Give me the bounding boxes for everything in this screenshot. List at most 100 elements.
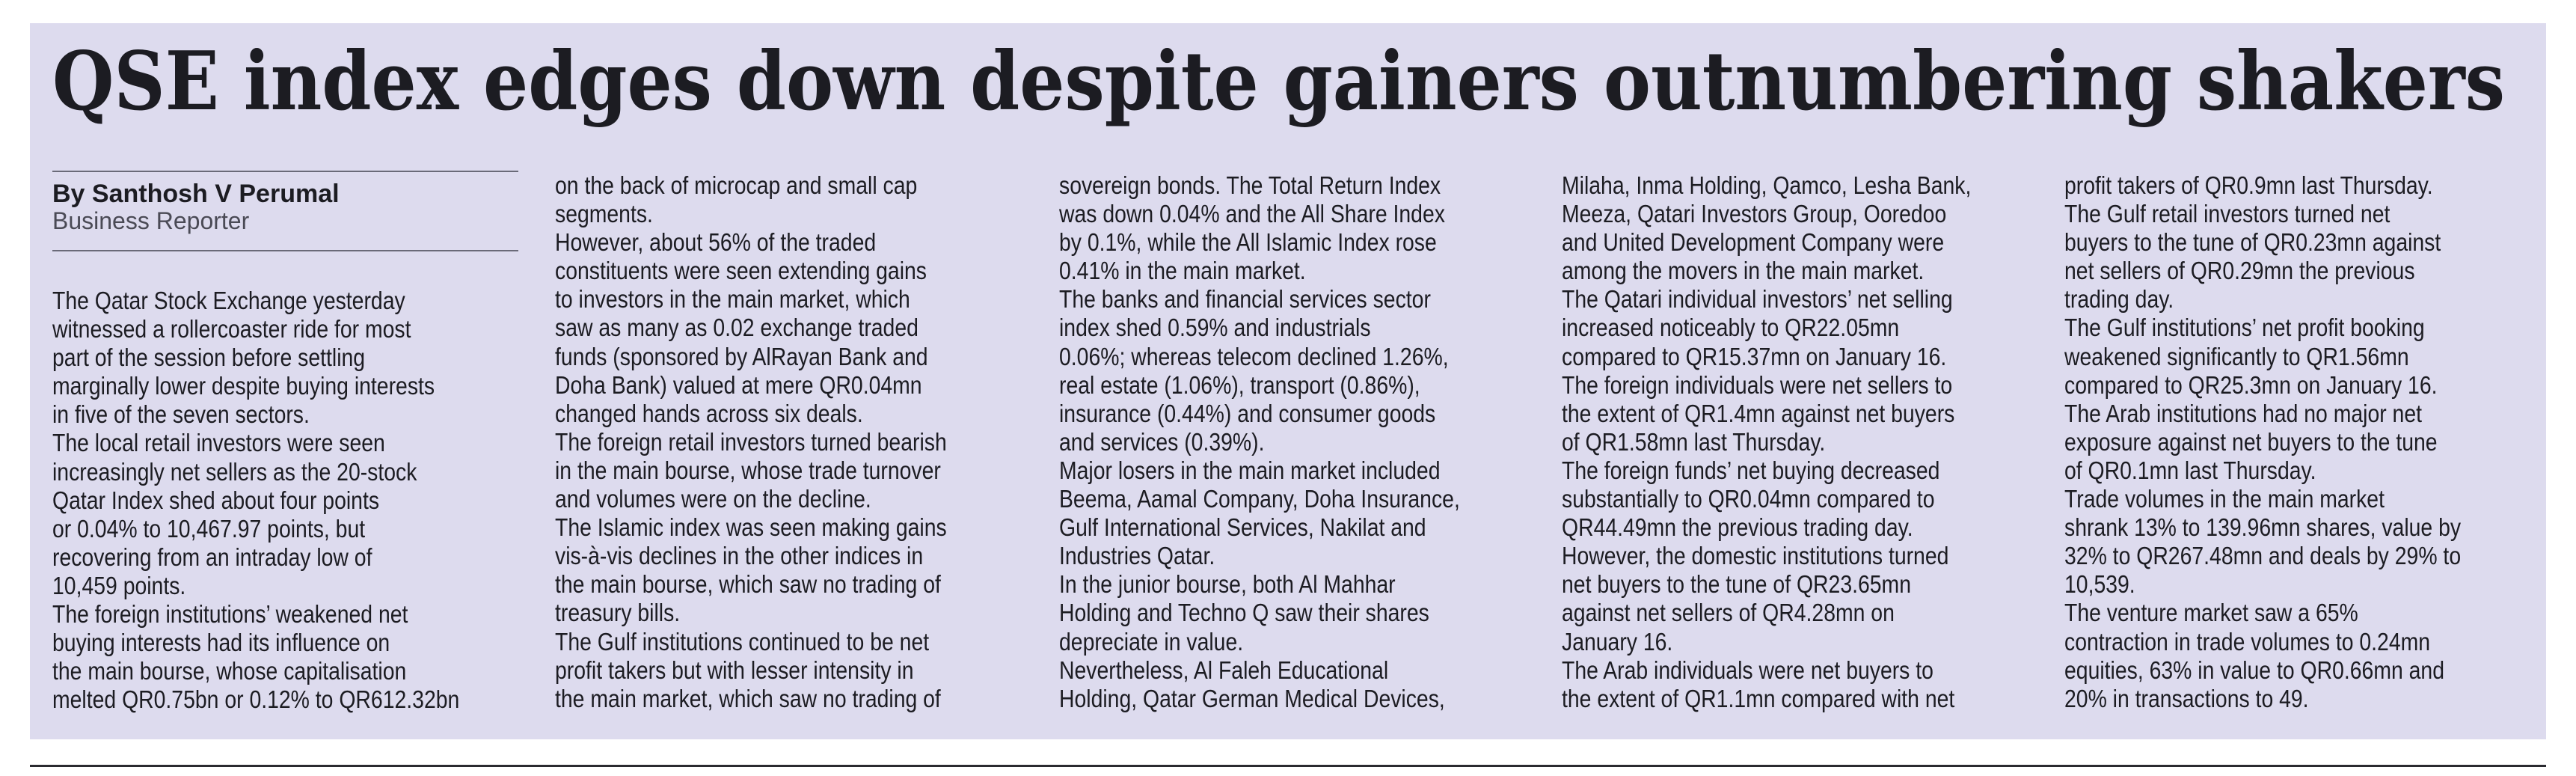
- body-line: funds (sponsored by AlRayan Bank and: [555, 342, 928, 370]
- byline: By Santhosh V Perumal: [52, 180, 340, 208]
- body-line: equities, 63% in value to QR0.66mn and: [2064, 656, 2445, 684]
- body-line: 10,539.: [2064, 570, 2135, 599]
- body-line: profit takers but with lesser intensity …: [555, 656, 914, 684]
- author-role: Business Reporter: [52, 207, 250, 234]
- body-line: profit takers of QR0.9mn last Thursday.: [2064, 171, 2433, 199]
- body-line: 0.06%; whereas telecom declined 1.26%,: [1059, 342, 1449, 370]
- body-line: and United Development Company were: [1562, 228, 1945, 257]
- body-line: the main bourse, which saw no trading of: [555, 570, 941, 599]
- byline-rule: [52, 171, 518, 172]
- body-line: real estate (1.06%), transport (0.86%),: [1059, 370, 1420, 399]
- text-column: sovereign bonds. The Total Return Index w…: [1059, 171, 1535, 713]
- body-line: compared to QR25.3mn on January 16.: [2064, 370, 2438, 399]
- body-line: of QR0.1mn last Thursday.: [2064, 456, 2316, 484]
- body-line: saw as many as 0.02 exchange traded: [555, 314, 919, 342]
- body-line: and volumes were on the decline.: [555, 485, 871, 513]
- body-line: exposure against net buyers to the tune: [2064, 427, 2438, 456]
- body-line: sovereign bonds. The Total Return Index: [1059, 171, 1441, 199]
- body-line: However, about 56% of the traded: [555, 228, 877, 257]
- bottom-rule: [30, 765, 2546, 767]
- body-line: Trade volumes in the main market: [2064, 485, 2385, 513]
- text-column: profit takers of QR0.9mn last Thursday. T…: [2064, 171, 2540, 713]
- body-line: substantially to QR0.04mn compared to: [1562, 485, 1935, 513]
- body-line: Major losers in the main market included: [1059, 456, 1441, 484]
- body-line: The Arab individuals were net buyers to: [1562, 656, 1933, 684]
- body-line: However, the domestic institutions turne…: [1562, 542, 1949, 570]
- body-line: Industries Qatar.: [1059, 542, 1215, 570]
- body-line: buyers to the tune of QR0.23mn against: [2064, 228, 2441, 257]
- body-line: depreciate in value.: [1059, 627, 1244, 656]
- headline: QSE index edges down despite gainers out…: [52, 34, 2505, 129]
- body-line: The Islamic index was seen making gains: [555, 513, 947, 542]
- body-line: The local retail investors were seen: [52, 429, 385, 457]
- body-line: net sellers of QR0.29mn the previous: [2064, 257, 2415, 285]
- body-line: recovering from an intraday low of: [52, 543, 372, 571]
- body-line: marginally lower despite buying interest…: [52, 372, 435, 400]
- body-line: The Arab institutions had no major net: [2064, 399, 2423, 427]
- body-line: on the back of microcap and small cap: [555, 171, 918, 199]
- body-line: by 0.1%, while the All Islamic Index ros…: [1059, 228, 1437, 257]
- body-line: 10,459 points.: [52, 571, 186, 599]
- body-line: the extent of QR1.4mn against net buyers: [1562, 399, 1955, 427]
- body-line: the main market, which saw no trading of: [555, 684, 941, 712]
- body-line: shrank 13% to 139.96mn shares, value by: [2064, 513, 2462, 542]
- body-line: changed hands across six deals.: [555, 399, 863, 427]
- body-line: The banks and financial services sector: [1059, 285, 1431, 314]
- body-line: In the junior bourse, both Al Mahhar: [1059, 570, 1396, 599]
- body-line: The Qatari individual investors’ net sel…: [1562, 285, 1953, 314]
- body-line: the main bourse, whose capitalisation: [52, 657, 407, 685]
- body-line: vis-à-vis declines in the other indices …: [555, 542, 924, 570]
- body-line: 32% to QR267.48mn and deals by 29% to: [2064, 542, 2462, 570]
- article-background: [30, 23, 2546, 739]
- body-line: increased noticeably to QR22.05mn: [1562, 314, 1900, 342]
- body-line: Milaha, Inma Holding, Qamco, Lesha Bank,: [1562, 171, 1972, 199]
- body-line: Holding and Techno Q saw their shares: [1059, 599, 1429, 627]
- body-line: January 16.: [1562, 627, 1673, 656]
- body-line: Beema, Aamal Company, Doha Insurance,: [1059, 485, 1460, 513]
- body-line: in the main bourse, whose trade turnover: [555, 456, 941, 484]
- body-line: melted QR0.75bn or 0.12% to QR612.32bn: [52, 685, 460, 714]
- body-line: weakened significantly to QR1.56mn: [2064, 342, 2409, 370]
- body-line: or 0.04% to 10,467.97 points, but: [52, 514, 366, 543]
- body-line: contraction in trade volumes to 0.24mn: [2064, 627, 2431, 656]
- body-line: compared to QR15.37mn on January 16.: [1562, 342, 1947, 370]
- body-line: The Gulf institutions continued to be ne…: [555, 627, 930, 656]
- body-line: Gulf International Services, Nakilat and: [1059, 513, 1426, 542]
- body-line: The venture market saw a 65%: [2064, 599, 2358, 627]
- body-line: Nevertheless, Al Faleh Educational: [1059, 656, 1389, 684]
- body-line: The foreign funds’ net buying decreased: [1562, 456, 1940, 484]
- body-line: insurance (0.44%) and consumer goods: [1059, 399, 1436, 427]
- text-column: The Qatar Stock Exchange yesterday witnes…: [52, 287, 528, 714]
- body-line: Meeza, Qatari Investors Group, Ooredoo: [1562, 200, 1947, 228]
- body-line: net buyers to the tune of QR23.65mn: [1562, 570, 1911, 599]
- body-line: in five of the seven sectors.: [52, 400, 310, 429]
- body-line: trading day.: [2064, 285, 2174, 314]
- body-line: Holding, Qatar German Medical Devices,: [1059, 684, 1445, 712]
- body-line: QR44.49mn the previous trading day.: [1562, 513, 1913, 542]
- body-line: The foreign retail investors turned bear…: [555, 427, 947, 456]
- body-line: the extent of QR1.1mn compared with net: [1562, 684, 1955, 712]
- body-line: treasury bills.: [555, 599, 681, 627]
- body-line: Qatar Index shed about four points: [52, 486, 380, 514]
- headline-text: QSE index edges down despite gainers out…: [52, 34, 2505, 129]
- body-line: constituents were seen extending gains: [555, 257, 927, 285]
- body-line: among the movers in the main market.: [1562, 257, 1925, 285]
- body-line: increasingly net sellers as the 20-stock: [52, 457, 417, 486]
- body-line: against net sellers of QR4.28mn on: [1562, 599, 1895, 627]
- body-line: The Gulf retail investors turned net: [2064, 200, 2391, 228]
- body-line: part of the session before settling: [52, 343, 366, 372]
- body-line: Doha Bank) valued at mere QR0.04mn: [555, 370, 922, 399]
- body-line: witnessed a rollercoaster ride for most: [52, 315, 411, 343]
- byline-rule: [52, 250, 518, 251]
- body-line: 0.41% in the main market.: [1059, 257, 1306, 285]
- body-line: The Gulf institutions’ net profit bookin…: [2064, 314, 2425, 342]
- body-line: of QR1.58mn last Thursday.: [1562, 427, 1826, 456]
- body-line: 20% in transactions to 49.: [2064, 684, 2309, 712]
- body-line: index shed 0.59% and industrials: [1059, 314, 1371, 342]
- body-line: The foreign individuals were net sellers…: [1562, 370, 1953, 399]
- text-column: Milaha, Inma Holding, Qamco, Lesha Bank,…: [1562, 171, 2037, 713]
- body-line: to investors in the main market, which: [555, 285, 910, 314]
- body-line: and services (0.39%).: [1059, 427, 1265, 456]
- body-line: was down 0.04% and the All Share Index: [1059, 200, 1445, 228]
